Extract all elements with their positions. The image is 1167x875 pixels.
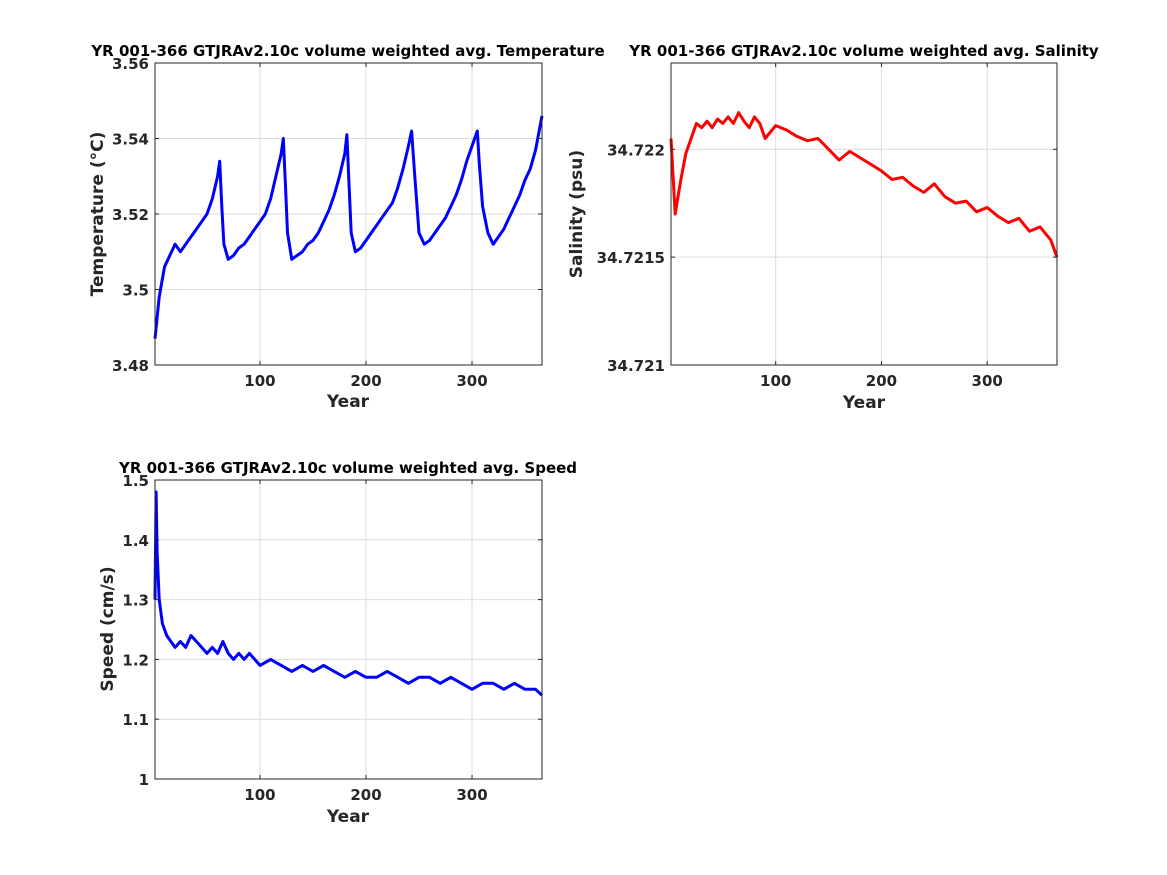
speed-ytick-label-3: 1.3 <box>122 592 149 610</box>
temperature-xtick-label-2: 300 <box>456 372 487 390</box>
temperature-ytick-label-3: 3.54 <box>112 131 149 149</box>
speed-series-line-0 <box>153 490 544 697</box>
salinity-xtick-label-2: 300 <box>972 372 1003 390</box>
speed-plot-area <box>154 479 543 780</box>
temperature-series-line-0 <box>153 115 544 339</box>
speed-xlabel: Year <box>326 807 370 827</box>
temperature-panel: YR 001-366 GTJRAv2.10c volume weighted a… <box>88 42 605 412</box>
temperature-ytick-label-4: 3.56 <box>112 55 149 73</box>
temperature-xtick-label-0: 100 <box>244 372 275 390</box>
salinity-ytick-label-1: 34.7215 <box>597 249 665 267</box>
salinity-xlabel: Year <box>842 393 886 413</box>
temperature-ylabel: Temperature (°C) <box>88 132 108 297</box>
speed-ytick-label-4: 1.4 <box>122 532 149 550</box>
speed-xtick-label-1: 200 <box>350 786 381 804</box>
speed-xtick-label-0: 100 <box>244 786 275 804</box>
temperature-title: YR 001-366 GTJRAv2.10c volume weighted a… <box>90 42 604 60</box>
salinity-xtick-label-0: 100 <box>760 372 791 390</box>
speed-ylabel: Speed (cm/s) <box>98 566 118 691</box>
speed-ytick-label-0: 1 <box>139 771 149 789</box>
temperature-xtick-label-1: 200 <box>350 372 381 390</box>
speed-xtick-label-2: 300 <box>456 786 487 804</box>
temperature-ytick-label-0: 3.48 <box>112 357 149 375</box>
salinity-xtick-label-1: 200 <box>866 372 897 390</box>
speed-ytick-label-1: 1.1 <box>122 711 149 729</box>
salinity-ylabel: Salinity (psu) <box>567 150 587 278</box>
temperature-ytick-label-1: 3.5 <box>122 282 149 300</box>
salinity-series-line-0 <box>669 111 1059 258</box>
temperature-xlabel: Year <box>326 392 370 412</box>
salinity-ytick-label-2: 34.722 <box>607 141 665 159</box>
temperature-ytick-label-2: 3.52 <box>112 206 149 224</box>
salinity-title: YR 001-366 GTJRAv2.10c volume weighted a… <box>628 42 1099 60</box>
speed-ytick-label-2: 1.2 <box>122 651 149 669</box>
salinity-plot-area <box>670 62 1058 366</box>
salinity-ytick-label-0: 34.721 <box>607 357 665 375</box>
salinity-panel: YR 001-366 GTJRAv2.10c volume weighted a… <box>567 42 1099 413</box>
speed-ytick-label-5: 1.5 <box>122 472 149 490</box>
speed-panel: YR 001-366 GTJRAv2.10c volume weighted a… <box>98 459 577 827</box>
speed-title: YR 001-366 GTJRAv2.10c volume weighted a… <box>118 459 577 477</box>
